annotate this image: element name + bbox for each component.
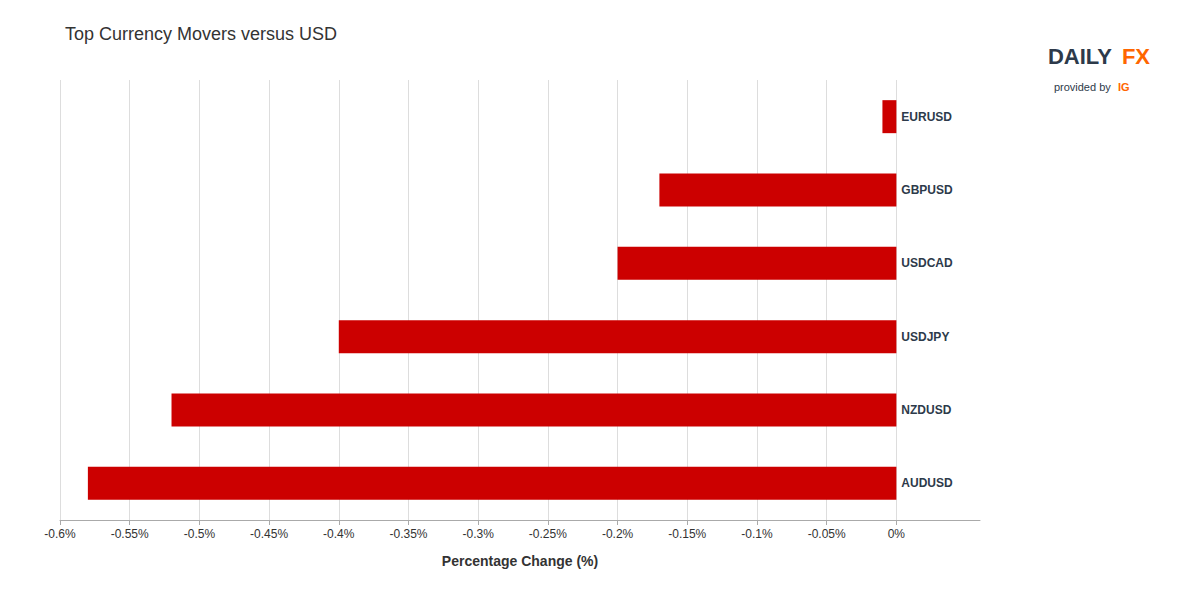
svg-text:NZDUSD: NZDUSD [901, 403, 951, 417]
svg-text:-0.05%: -0.05% [808, 527, 846, 541]
svg-text:0%: 0% [888, 527, 906, 541]
svg-text:-0.45%: -0.45% [250, 527, 288, 541]
svg-text:AUDUSD: AUDUSD [901, 476, 953, 490]
svg-text:-0.1%: -0.1% [741, 527, 773, 541]
svg-text:-0.2%: -0.2% [602, 527, 634, 541]
svg-text:FX: FX [1122, 44, 1150, 69]
svg-text:-0.3%: -0.3% [463, 527, 495, 541]
svg-text:provided by: provided by [1054, 81, 1114, 93]
svg-text:GBPUSD: GBPUSD [901, 183, 953, 197]
svg-text:DAILY: DAILY [1048, 44, 1112, 69]
svg-text:USDCAD: USDCAD [901, 256, 953, 270]
svg-text:-0.35%: -0.35% [389, 527, 427, 541]
svg-text:-0.55%: -0.55% [111, 527, 149, 541]
svg-text:USDJPY: USDJPY [901, 330, 949, 344]
svg-text:Top Currency Movers versus USD: Top Currency Movers versus USD [65, 24, 337, 44]
svg-text:-0.15%: -0.15% [668, 527, 706, 541]
svg-text:-0.6%: -0.6% [44, 527, 76, 541]
svg-text:IG: IG [1118, 81, 1130, 93]
svg-text:-0.25%: -0.25% [529, 527, 567, 541]
svg-text:Percentage Change (%): Percentage Change (%) [442, 553, 598, 569]
svg-text:-0.5%: -0.5% [184, 527, 216, 541]
svg-text:EURUSD: EURUSD [901, 110, 952, 124]
svg-text:-0.4%: -0.4% [323, 527, 355, 541]
